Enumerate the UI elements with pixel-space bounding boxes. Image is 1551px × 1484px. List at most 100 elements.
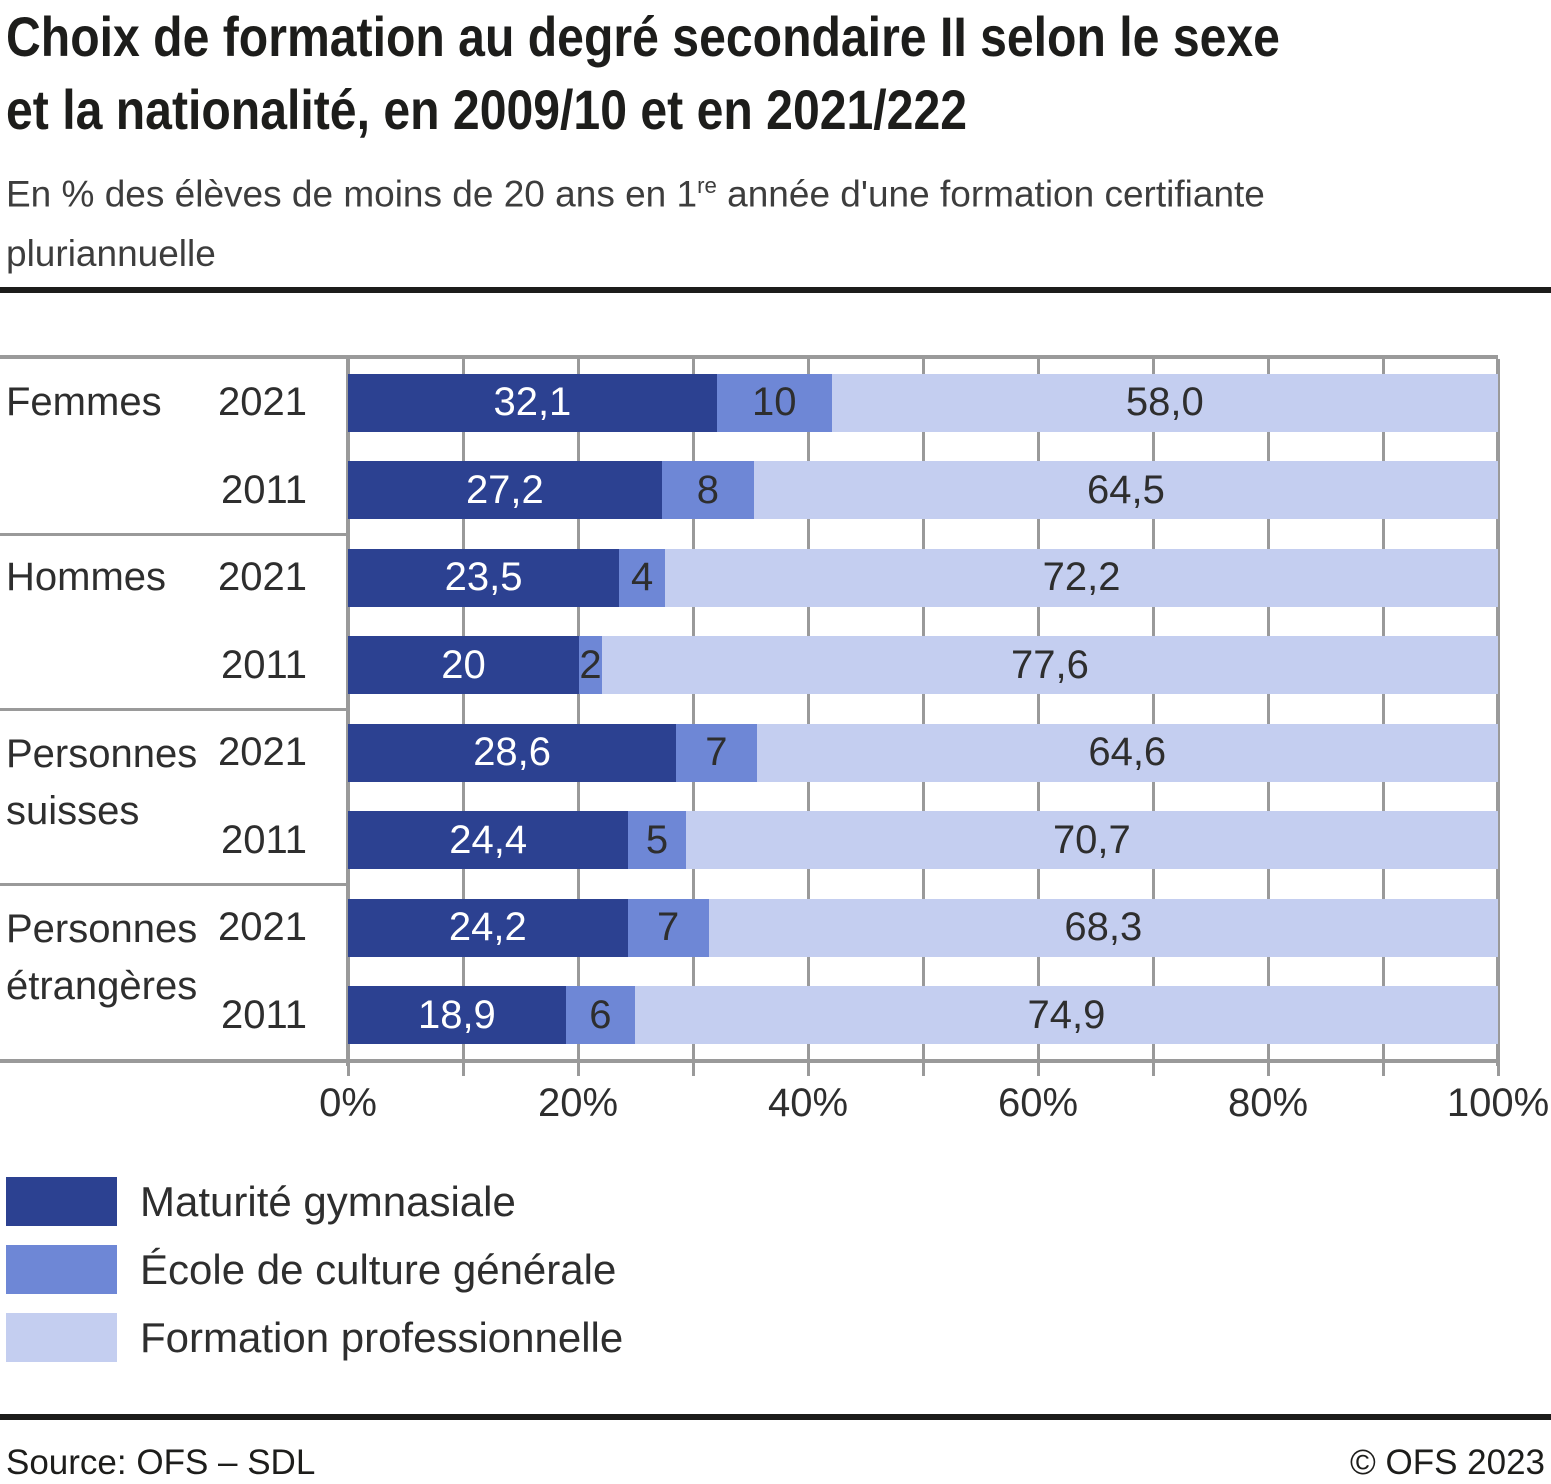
- bar-value-label: 18,9: [417, 992, 496, 1037]
- bar-value-label: 7: [705, 730, 728, 774]
- x-axis-tick-80pct: [1267, 1063, 1270, 1076]
- bar-value-label: 72,2: [1042, 555, 1121, 599]
- stacked-bar-2011: 24,4 5 70,7: [348, 811, 1498, 869]
- x-axis-tick-20pct: [577, 1063, 580, 1076]
- bar-segment-école-de-culture-générale: 5: [628, 811, 686, 869]
- x-axis-tick-50pct: [922, 1063, 925, 1076]
- x-axis-tick-100pct: [1497, 1063, 1500, 1076]
- x-axis-tick-0pct: [347, 1063, 350, 1076]
- legend-label: Formation professionnelle: [140, 1313, 624, 1361]
- legend-item-formation-professionnelle: Formation professionnelle: [6, 1313, 623, 1362]
- bar-segment-formation-professionnelle: 64,5: [754, 461, 1498, 519]
- x-axis-label-40pct: 40%: [767, 1081, 849, 1125]
- legend-item-maturité-gymnasiale: Maturité gymnasiale: [6, 1177, 623, 1226]
- bar-value-label: 5: [645, 817, 669, 862]
- group-label-hommes: Hommes: [6, 534, 166, 622]
- bar-value-label: 64,6: [1088, 730, 1167, 774]
- bar-segment-école-de-culture-générale: 7: [627, 898, 709, 957]
- x-axis-tick-90pct: [1382, 1063, 1385, 1076]
- bar-value-label: 20: [441, 642, 486, 687]
- gridline-30pct: [692, 359, 695, 1063]
- year-label-2011: 2011: [220, 642, 307, 687]
- gridline-10pct: [462, 359, 465, 1063]
- bar-value-label: 74,9: [1027, 992, 1106, 1037]
- bar-value-label: 68,3: [1064, 905, 1143, 949]
- gridline-20pct: [577, 359, 580, 1063]
- bar-segment-maturité-gymnasiale: 24,4: [348, 811, 629, 869]
- bar-segment-école-de-culture-générale: 8: [661, 461, 754, 519]
- bar-value-label: 64,5: [1087, 467, 1165, 512]
- x-axis-tick-10pct: [462, 1063, 465, 1076]
- group-label-line: étrangères: [6, 964, 198, 1008]
- stacked-bar-chart: 32,1 10 58,0 27,2 8 64,5 23,5 4 72,2 20 2 77,6 28,6 7…: [0, 355, 1500, 1076]
- bar-segment-formation-professionnelle: 58,0: [831, 373, 1498, 432]
- plot-left-border: [346, 359, 350, 1066]
- group-separator: [0, 707, 348, 711]
- bar-value-label: 28,6: [473, 730, 552, 774]
- legend-item-école-de-culture-générale: École de culture générale: [6, 1245, 623, 1294]
- bar-segment-formation-professionnelle: 77,6: [602, 636, 1498, 694]
- bar-value-label: 23,5: [444, 555, 523, 599]
- bar-rows: 32,1 10 58,0 27,2 8 64,5 23,5 4 72,2 20 2 77,6 28,6 7…: [348, 359, 1498, 1059]
- bar-segment-formation-professionnelle: 72,2: [665, 548, 1498, 607]
- group-label-line: suisses: [6, 789, 140, 833]
- x-axis-tick-40pct: [807, 1063, 810, 1076]
- bar-row-hommes-2011: 20 2 77,6: [348, 622, 1498, 710]
- stacked-bar-2021: 32,1 10 58,0: [348, 373, 1498, 432]
- bar-value-label: 6: [589, 992, 612, 1037]
- subtitle-text-suffix: année d'une formation certifiante: [716, 173, 1265, 215]
- x-axis-tick-70pct: [1152, 1063, 1155, 1076]
- bar-segment-formation-professionnelle: 70,7: [685, 811, 1498, 869]
- bar-row-personnes-suisses-2021: 28,6 7 64,6: [348, 709, 1498, 797]
- x-axis-label-80pct: 80%: [1227, 1081, 1309, 1125]
- page-title: Choix de formation au degré secondaire I…: [6, 0, 1280, 146]
- bar-row-personnes-étrangères-2021: 24,2 7 68,3: [348, 884, 1498, 972]
- header-divider: [0, 287, 1551, 293]
- bar-segment-maturité-gymnasiale: 18,9: [348, 986, 566, 1044]
- bar-value-label: 8: [696, 467, 719, 512]
- x-axis-label-0pct: 0%: [319, 1081, 377, 1125]
- gridline-90pct: [1382, 359, 1385, 1063]
- x-axis-label-20pct: 20%: [537, 1081, 619, 1125]
- group-label-line: Hommes: [6, 555, 167, 600]
- footer: Source: OFS – SDL © OFS 2023: [0, 1443, 1551, 1483]
- bar-segment-maturité-gymnasiale: 27,2: [348, 461, 662, 519]
- year-label-2011: 2011: [220, 992, 307, 1037]
- bar-segment-maturité-gymnasiale: 20: [348, 636, 579, 694]
- group-label-line: Femmes: [6, 380, 162, 425]
- legend-swatch: [6, 1313, 117, 1362]
- bar-value-label: 77,6: [1011, 642, 1089, 687]
- subtitle-line2: pluriannuelle: [6, 233, 216, 275]
- bar-row-femmes-2011: 27,2 8 64,5: [348, 447, 1498, 535]
- legend: Maturité gymnasiale École de culture géné…: [6, 1177, 623, 1381]
- page-title-line1: Choix de formation au degré secondaire I…: [6, 5, 1280, 68]
- legend-label: École de culture générale: [140, 1245, 617, 1293]
- footer-divider: [0, 1414, 1551, 1420]
- bar-value-label: 2: [579, 642, 602, 687]
- bar-segment-maturité-gymnasiale: 32,1: [348, 373, 717, 432]
- stacked-bar-2011: 18,9 6 74,9: [348, 986, 1498, 1044]
- bar-segment-école-de-culture-générale: 2: [578, 636, 602, 694]
- gridline-40pct: [807, 359, 810, 1063]
- bar-value-label: 58,0: [1125, 380, 1204, 424]
- legend-label: Maturité gymnasiale: [140, 1177, 516, 1225]
- stacked-bar-2011: 27,2 8 64,5: [348, 461, 1498, 519]
- year-label-2021: 2021: [218, 730, 307, 775]
- bar-segment-maturité-gymnasiale: 28,6: [348, 723, 677, 782]
- bar-row-hommes-2021: 23,5 4 72,2: [348, 534, 1498, 622]
- legend-swatch: [6, 1177, 117, 1226]
- legend-swatch: [6, 1245, 117, 1294]
- subtitle-superscript: re: [697, 173, 717, 198]
- group-separator: [0, 532, 348, 536]
- bar-row-personnes-étrangères-2011: 18,9 6 74,9: [348, 972, 1498, 1060]
- bar-value-label: 24,2: [448, 905, 527, 949]
- x-axis-line: [0, 1059, 1498, 1063]
- bar-value-label: 32,1: [493, 380, 572, 424]
- group-label-personnes-étrangères: Personnes étrangères: [6, 901, 197, 1015]
- year-label-2021: 2021: [218, 555, 307, 600]
- year-label-2011: 2011: [220, 467, 307, 512]
- group-label-femmes: Femmes: [6, 359, 162, 447]
- year-label-2021: 2021: [218, 380, 307, 425]
- plot-right-border: [1496, 359, 1500, 1066]
